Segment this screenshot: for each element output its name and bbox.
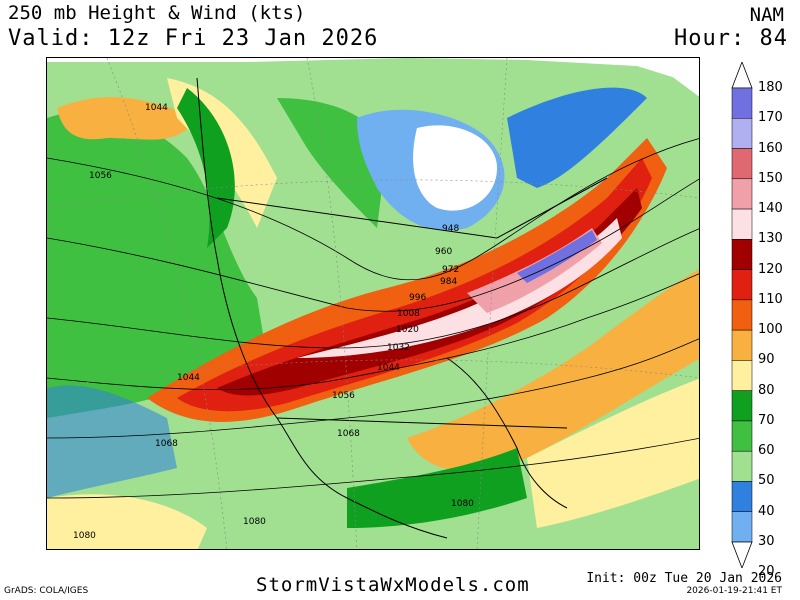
wind-band-90kt-nw [57, 97, 197, 140]
colorbar-label: 140 [758, 201, 783, 217]
map-canvas: 1044 1056 948 960 972 984 996 1008 1020 … [47, 58, 699, 549]
colorbar-label: 20 [758, 564, 775, 580]
colorbar-swatch [731, 118, 753, 149]
colorbar-label: 180 [758, 80, 783, 95]
colorbar-label: 80 [758, 382, 775, 398]
contour-label: 1020 [396, 325, 419, 335]
colorbar-label: 150 [758, 170, 783, 186]
colorbar-label: 170 [758, 110, 783, 126]
jet-streak-120kt [217, 188, 642, 396]
calm-core-trough [413, 125, 497, 211]
wind-speed-colorbar [731, 62, 753, 568]
contour-label: 972 [442, 265, 459, 275]
domain-edge-top [47, 58, 699, 86]
colorbar-min-arrow [731, 541, 753, 568]
colorbar-label: 90 [758, 352, 775, 368]
lat-lon-grid [47, 58, 699, 549]
colorbar-swatch [731, 299, 753, 331]
colorbar-swatch [731, 390, 753, 422]
wind-band-60kt-west [47, 111, 267, 418]
colorbar-swatch [731, 148, 753, 180]
colorbar-label: 40 [758, 503, 775, 519]
contour-label: 1056 [89, 171, 112, 181]
contour-label: 984 [440, 277, 457, 287]
contour-label: 1056 [332, 391, 355, 401]
contour-label: 1008 [397, 309, 420, 319]
init-time: Init: 00z Tue 20 Jan 2026 [586, 571, 782, 586]
colorbar-label: 110 [758, 291, 783, 307]
colorbar-label: 70 [758, 412, 775, 428]
contour-label: 1044 [377, 363, 400, 373]
wind-band-90kt-south [407, 269, 699, 472]
contour-label: 1068 [155, 439, 178, 449]
jet-streak-130kt [297, 218, 622, 358]
contour-label: 1044 [177, 373, 200, 383]
colorbar-label: 130 [758, 231, 783, 247]
weather-map: 1044 1056 948 960 972 984 996 1008 1020 … [46, 57, 700, 550]
wind-band-70kt-gulf [347, 448, 527, 528]
colorbar-swatch [731, 329, 753, 361]
wind-band-70kt-north [177, 88, 235, 248]
height-contours [47, 138, 699, 499]
colorbar-swatch [731, 360, 753, 391]
generated-timestamp: 2026-01-19-21:41 ET [686, 586, 782, 596]
map-title: 250 mb Height & Wind (kts) [8, 2, 306, 24]
colorbar-swatch [731, 511, 753, 543]
contour-label: 1044 [145, 103, 168, 113]
forecast-hour: Hour: 84 [674, 26, 788, 51]
colorbar-label: 160 [758, 140, 783, 156]
contour-label: 1080 [451, 499, 474, 509]
colorbar-label: 60 [758, 443, 775, 459]
colorbar-swatch [731, 269, 753, 301]
colorbar-label: 100 [758, 322, 783, 338]
colorbar-max-arrow [731, 62, 753, 89]
colorbar-label: 50 [758, 473, 775, 489]
colorbar-label: 30 [758, 534, 775, 549]
jet-streak-110kt [177, 158, 652, 412]
contour-label: 960 [435, 247, 452, 257]
colorbar-swatch [731, 239, 753, 270]
colorbar-swatch [731, 450, 753, 482]
colorbar-swatch [731, 87, 753, 119]
contour-label: 996 [409, 293, 426, 303]
contour-label: 948 [442, 224, 459, 234]
wind-band-80kt-pacific-south [47, 494, 207, 549]
jet-core-170kt [517, 230, 597, 283]
colorbar-swatch [731, 481, 753, 512]
contour-label: 1032 [387, 343, 410, 353]
contour-label: 1068 [337, 429, 360, 439]
model-name: NAM [749, 4, 784, 26]
coastlines [196, 77, 608, 539]
wind-band-40kt-ne [507, 87, 647, 188]
colorbar-swatch [731, 420, 753, 452]
grads-credit: GrADS: COLA/IGES [4, 586, 89, 596]
wind-band-40kt-sw [47, 385, 177, 498]
site-name: StormVistaWxModels.com [256, 574, 530, 596]
contour-labels: 1044 1056 948 960 972 984 996 1008 1020 … [73, 103, 474, 541]
valid-time: Valid: 12z Fri 23 Jan 2026 [8, 26, 379, 51]
colorbar-swatch [731, 178, 753, 210]
colorbar-label: 120 [758, 261, 783, 277]
colorbar-swatch [731, 208, 753, 240]
contour-label: 1080 [73, 531, 96, 541]
contour-label: 1080 [243, 517, 266, 527]
